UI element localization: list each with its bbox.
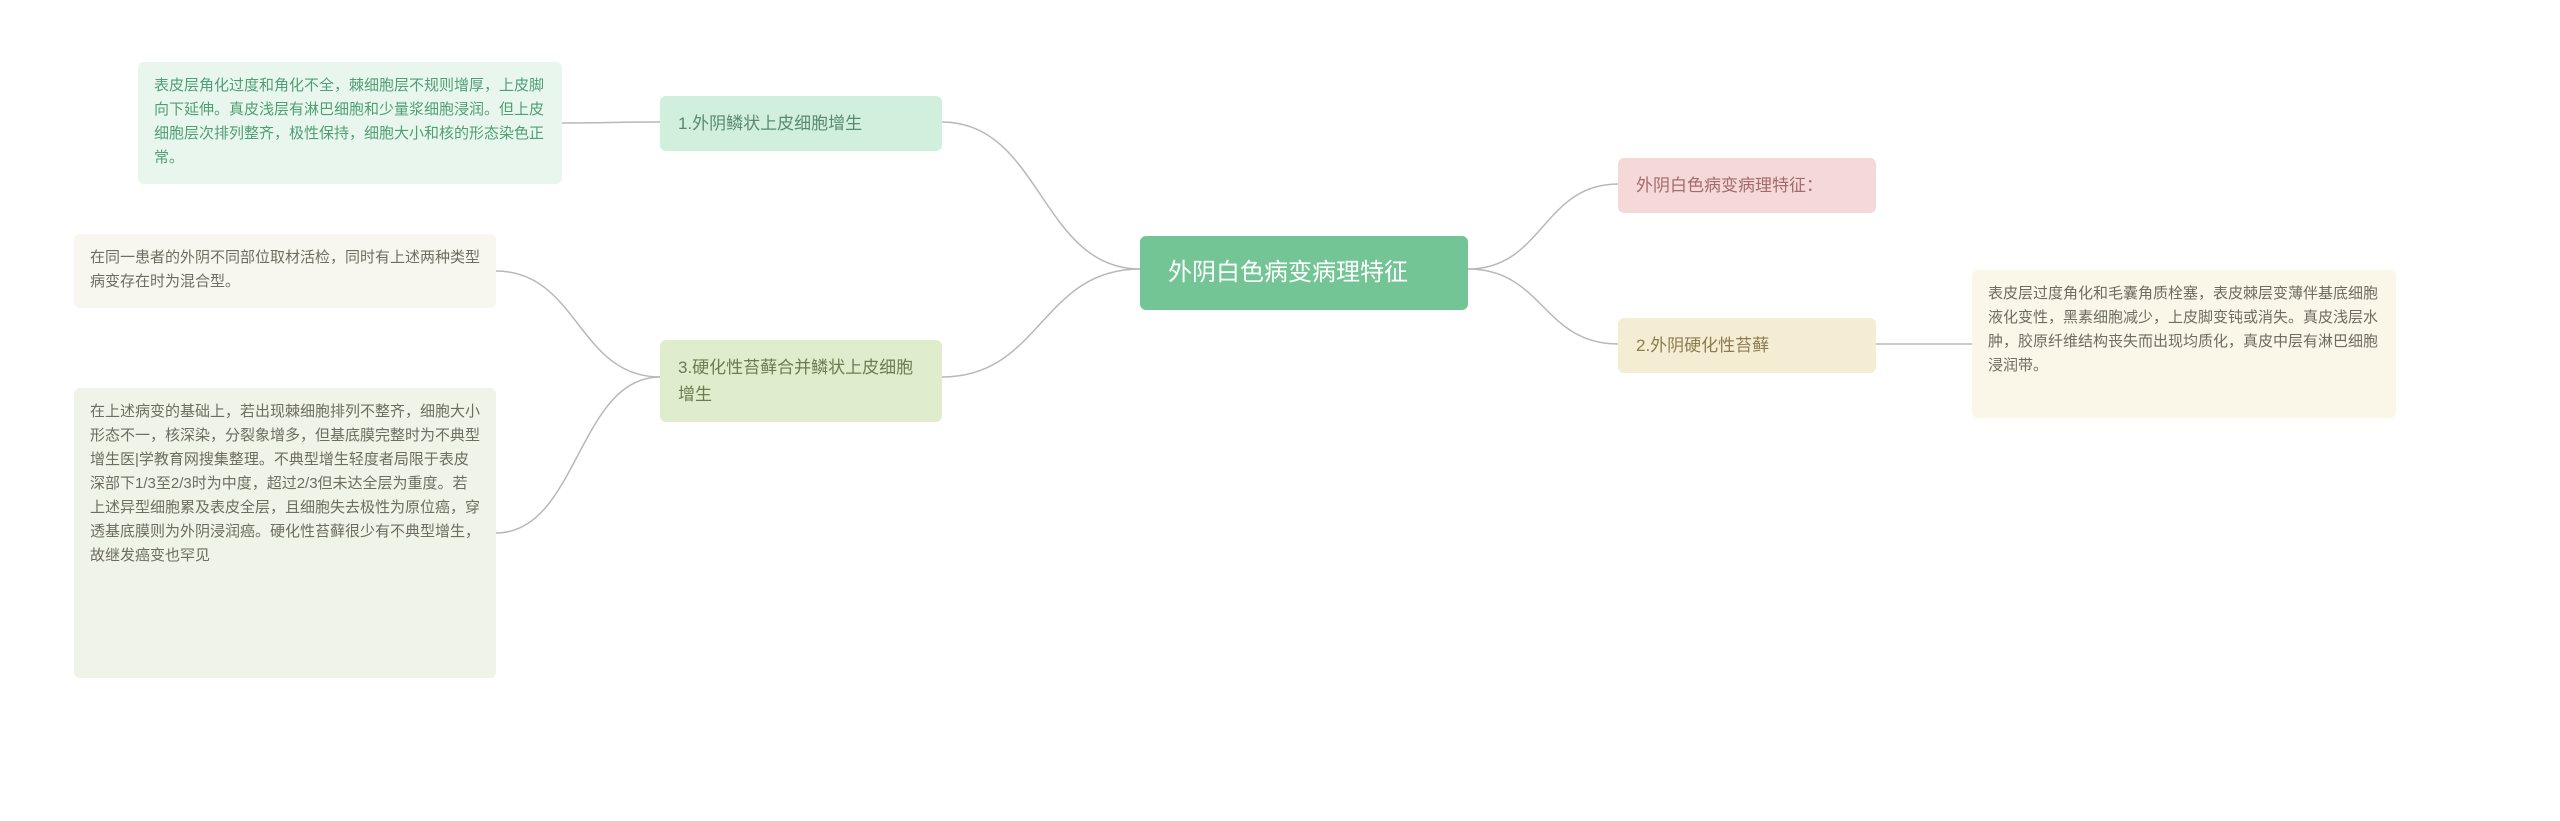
branch-right-title: 外阴白色病变病理特征：	[1618, 158, 1876, 213]
leaf-left-3-1: 在同一患者的外阴不同部位取材活检，同时有上述两种类型病变存在时为混合型。	[74, 234, 496, 308]
branch-left-3: 3.硬化性苔藓合并鳞状上皮细胞增生	[660, 340, 942, 422]
leaf-right-2-1: 表皮层过度角化和毛囊角质栓塞，表皮棘层变薄伴基底细胞液化变性，黑素细胞减少，上皮…	[1972, 270, 2396, 418]
mindmap-center: 外阴白色病变病理特征	[1140, 236, 1468, 310]
leaf-left-1-1: 表皮层角化过度和角化不全，棘细胞层不规则增厚，上皮脚向下延伸。真皮浅层有淋巴细胞…	[138, 62, 562, 184]
leaf-left-3-2: 在上述病变的基础上，若出现棘细胞排列不整齐，细胞大小形态不一，核深染，分裂象增多…	[74, 388, 496, 678]
branch-left-1: 1.外阴鳞状上皮细胞增生	[660, 96, 942, 151]
branch-right-2: 2.外阴硬化性苔藓	[1618, 318, 1876, 373]
